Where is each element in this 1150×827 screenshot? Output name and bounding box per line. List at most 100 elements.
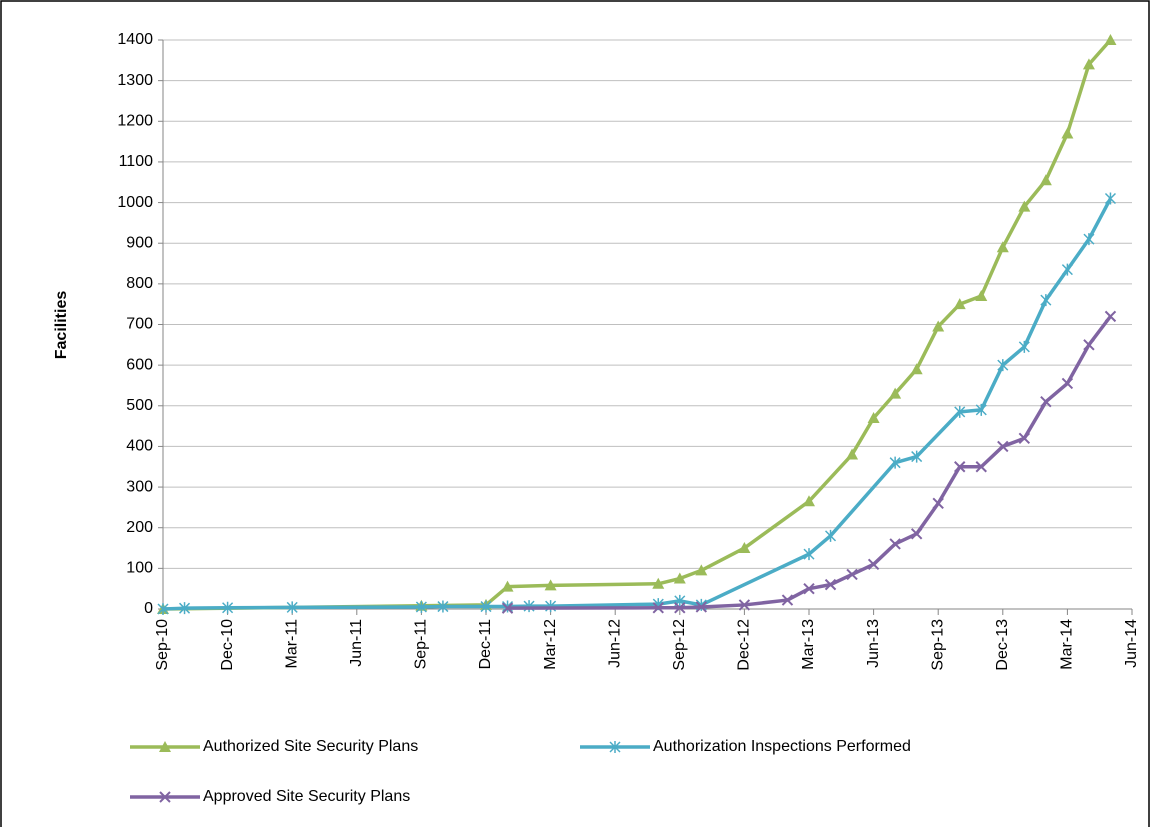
data-point [179,602,191,615]
x-tick-label: Jun-14 [1123,619,1140,668]
data-point [738,542,751,554]
data-point [1104,192,1117,205]
data-point [846,568,858,581]
data-point [889,387,902,399]
x-tick-label: Mar-12 [542,619,559,670]
x-tick-label: Dec-10 [219,619,236,671]
data-point [803,495,815,507]
y-tick-label: 800 [126,275,153,292]
data-point [975,403,987,416]
data-point [415,600,427,613]
data-point [867,411,880,423]
x-tick-label: Dec-13 [994,619,1011,671]
data-point [673,572,686,584]
data-point [932,320,945,332]
y-tick-label: 1200 [117,113,153,130]
y-tick-label: 500 [126,397,153,414]
data-point [1083,233,1095,246]
data-point [975,461,987,473]
data-point [1104,34,1117,45]
legend-label: Authorized Site Security Plans [203,738,418,755]
data-point [1061,263,1073,276]
data-point [889,456,901,469]
y-tick-label: 900 [126,234,153,251]
data-point [544,579,557,591]
data-point [695,601,708,613]
data-point [910,363,923,375]
legend-label: Approved Site Security Plans [203,788,410,805]
y-tick-label: 1100 [119,153,154,170]
data-point [911,450,923,463]
data-point [501,580,514,592]
legend-marker [159,791,171,803]
y-tick-label: 1400 [117,31,153,48]
legend-label: Authorization Inspections Performed [653,738,911,755]
x-tick-label: Jun-12 [606,619,623,668]
x-tick-label: Jun-11 [348,619,365,667]
data-point [437,600,449,613]
data-point [910,528,923,540]
data-point [1018,432,1031,445]
data-point [1061,377,1074,390]
x-tick-label: Dec-12 [736,619,753,671]
x-tick-label: Sep-11 [413,619,430,670]
x-tick-label: Dec-11 [477,619,494,669]
y-tick-label: 300 [126,478,153,495]
data-point [997,359,1009,372]
x-tick-label: Mar-14 [1059,619,1076,670]
data-point [1018,340,1030,353]
data-point [932,497,944,510]
y-tick-label: 0 [144,600,153,617]
y-tick-label: 400 [126,438,153,455]
data-point [222,601,234,614]
data-point [803,548,815,561]
data-point [803,582,815,595]
data-point [1083,339,1095,351]
data-point [889,538,901,550]
data-point [954,461,966,473]
x-tick-label: Sep-12 [671,619,688,671]
x-tick-label: Mar-13 [800,619,817,670]
data-point [738,599,751,611]
data-point [1104,310,1117,323]
data-point [674,602,686,614]
data-point [695,564,708,576]
data-point [286,601,298,614]
data-point [480,600,492,613]
legend-marker [159,741,171,752]
y-axis-label: Facilities [53,291,70,360]
data-point [867,558,880,571]
data-point [1018,200,1031,212]
y-tick-label: 1300 [117,72,153,89]
data-point [157,603,169,615]
y-tick-label: 100 [126,560,153,577]
data-point [652,602,664,614]
legend-marker [609,741,621,753]
data-point [1082,58,1095,70]
data-point [996,241,1009,253]
data-point [1061,127,1074,139]
data-point [824,578,837,591]
data-point [781,594,794,606]
x-tick-label: Sep-10 [154,619,171,671]
data-point [975,290,988,302]
data-point [652,577,665,589]
y-tick-label: 700 [126,316,153,333]
y-tick-label: 1000 [117,194,153,211]
data-point [501,602,514,614]
data-point [1040,294,1052,307]
y-tick-label: 200 [126,519,153,536]
x-tick-label: Mar-11 [283,619,300,669]
x-tick-label: Sep-13 [929,619,946,671]
x-tick-label: Jun-13 [865,619,882,668]
data-point [997,440,1009,453]
data-point [954,405,966,418]
data-point [1039,174,1052,186]
y-tick-label: 600 [126,356,153,373]
data-point [953,298,966,310]
data-point [825,529,837,542]
data-point [846,448,859,460]
data-point [1040,396,1052,408]
